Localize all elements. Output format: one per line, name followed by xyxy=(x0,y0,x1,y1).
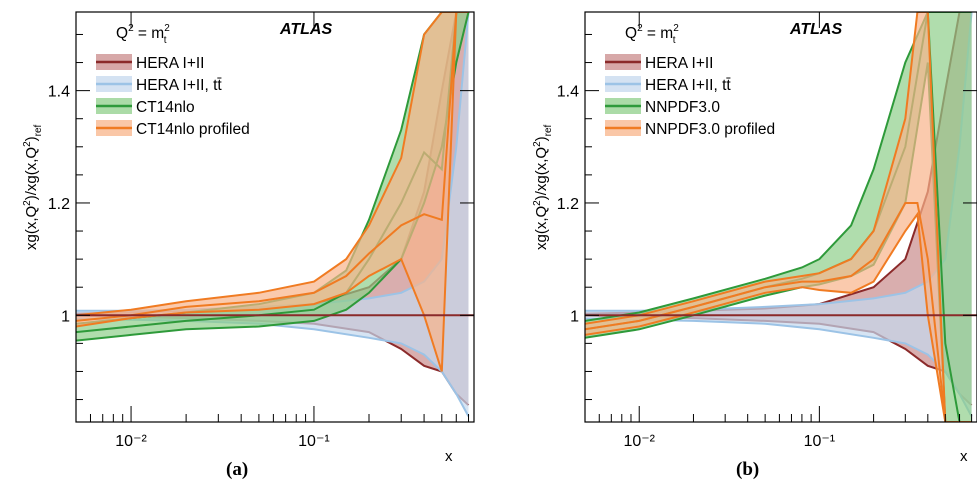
band-upper-edge-b-3 xyxy=(585,12,972,422)
legend-b: HERA I+II HERA I+II, tt̄ NNPDF3.0 NNPDF3.0 … xyxy=(605,54,775,138)
y-axis-label-a: xg(x,Q2)/xg(x,Q2)ref xyxy=(22,124,44,250)
y-tick-label-a-1: 1.2 xyxy=(48,196,70,213)
bands-a xyxy=(76,12,474,417)
band-lower-edge-b-3 xyxy=(585,211,972,422)
x-tick-label-b-1: 10⁻¹ xyxy=(804,433,836,450)
y-tick-label-b-1: 1.2 xyxy=(557,196,579,213)
band-b-3 xyxy=(585,12,972,422)
central-line-a-3 xyxy=(76,12,469,322)
legend-label-a-1: HERA I+II, tt̄ xyxy=(136,77,222,94)
legend-label-b-1: HERA I+II, tt̄ xyxy=(645,77,731,94)
legend-label-a-3: CT14nlo profiled xyxy=(136,121,250,138)
plot-frame-b xyxy=(584,11,977,423)
y-tick-label-a-2: 1.4 xyxy=(48,84,70,101)
band-upper-edge-b-2 xyxy=(585,12,972,322)
x-axis-label-a: x xyxy=(445,448,453,465)
central-line-b-3 xyxy=(585,202,972,422)
x-axis-label-b: x xyxy=(960,448,968,465)
band-upper-edge-a-3 xyxy=(76,12,469,317)
panel-label-a: (a) xyxy=(226,459,248,480)
legend-label-b-0: HERA I+II xyxy=(645,55,714,72)
y-tick-label-b-2: 1.4 xyxy=(557,84,579,101)
y-tick-label-a-0: 1 xyxy=(61,308,70,325)
plot-frame-a xyxy=(75,11,475,423)
x-tick-label-b-0: 10⁻² xyxy=(623,433,655,450)
scale-label-a: Q2 = m2 t xyxy=(116,23,170,46)
panel-b: 1 1.2 1.4 10⁻² 10⁻¹ ATLAS Q2 = m2 t HERA I+II… xyxy=(532,11,977,480)
bands-b xyxy=(585,12,977,422)
ticks-a: 1 1.2 1.4 10⁻² 10⁻¹ xyxy=(48,12,474,450)
panel-a: 1 1.2 1.4 10⁻² 10⁻¹ ATLAS Q2 = m2 t HERA I+II… xyxy=(22,11,475,480)
legend-label-a-0: HERA I+II xyxy=(136,55,205,72)
panel-label-b: (b) xyxy=(736,459,759,480)
experiment-label-b: ATLAS xyxy=(789,21,842,38)
legend-label-b-2: NNPDF3.0 xyxy=(645,99,720,116)
legend-label-a-2: CT14nlo xyxy=(136,99,195,116)
y-tick-label-b-0: 1 xyxy=(570,308,579,325)
x-tick-label-a-1: 10⁻¹ xyxy=(298,433,330,450)
x-tick-label-a-0: 10⁻² xyxy=(115,433,147,450)
ticks-b: 1 1.2 1.4 10⁻² 10⁻¹ xyxy=(557,12,977,450)
experiment-label-a: ATLAS xyxy=(279,21,332,38)
legend-label-b-3: NNPDF3.0 profiled xyxy=(645,121,775,138)
band-lower-edge-a-3 xyxy=(76,12,469,372)
legend-a: HERA I+II HERA I+II, tt̄ CT14nlo CT14nlo pr… xyxy=(96,54,250,138)
scale-label-b: Q2 = m2 t xyxy=(625,23,679,46)
y-axis-label-b: xg(x,Q2)/xg(x,Q2)ref xyxy=(532,124,554,250)
